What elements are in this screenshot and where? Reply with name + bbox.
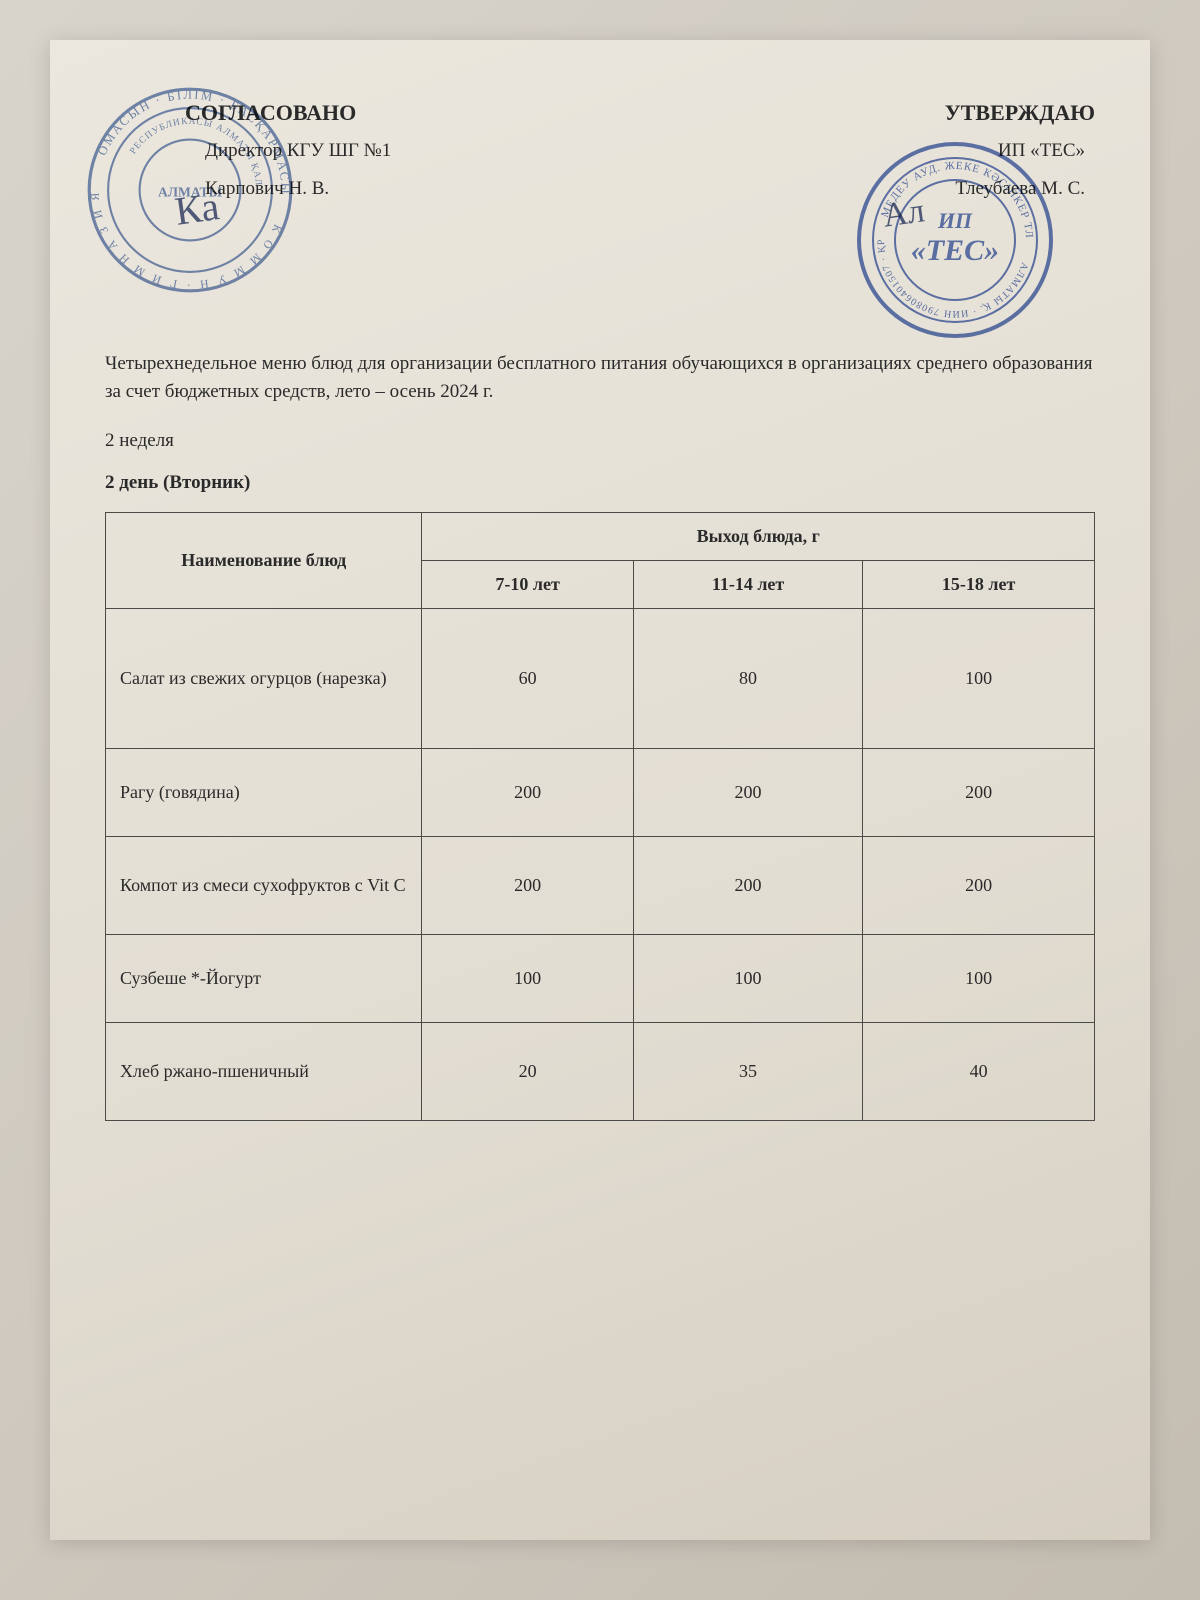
- th-age-2: 15-18 лет: [863, 561, 1095, 609]
- portion-value: 60: [422, 609, 633, 749]
- signature-left: Ка: [172, 182, 222, 235]
- portion-value: 200: [422, 749, 633, 837]
- intro-paragraph: Четырехнедельное меню блюд для организац…: [105, 350, 1095, 405]
- portion-value: 200: [633, 837, 862, 935]
- stamp-right-icon: МЕДЕУ АУД. ЖЕКЕ КӘСІПКЕР ТЛЕУБАЕВА АЛМАТ…: [855, 140, 1055, 340]
- table-row: Рагу (говядина)200200200: [106, 749, 1095, 837]
- approval-right-block: МЕДЕУ АУД. ЖЕКЕ КӘСІПКЕР ТЛЕУБАЕВА АЛМАТ…: [650, 100, 1096, 320]
- portion-value: 100: [863, 935, 1095, 1023]
- portion-value: 200: [633, 749, 862, 837]
- dish-name: Компот из смеси сухофруктов с Vit С: [106, 837, 422, 935]
- portion-value: 200: [863, 749, 1095, 837]
- week-label: 2 неделя: [105, 430, 1095, 452]
- portion-value: 40: [863, 1023, 1095, 1121]
- portion-value: 35: [633, 1023, 862, 1121]
- dish-name: Салат из свежих огурцов (нарезка): [106, 609, 422, 749]
- stamp-right-line2: «ТЕС»: [911, 234, 999, 267]
- th-name: Наименование блюд: [106, 513, 422, 609]
- portion-value: 80: [633, 609, 862, 749]
- portion-value: 200: [422, 837, 633, 935]
- approval-header: ОМАСЫН · БІЛІМ · БАСҚАРМАСЫ К О М М У Н …: [105, 100, 1095, 320]
- table-row: Сузбеше *-Йогурт100100100: [106, 935, 1095, 1023]
- th-age-1: 11-14 лет: [633, 561, 862, 609]
- dish-name: Сузбеше *-Йогурт: [106, 935, 422, 1023]
- portion-value: 20: [422, 1023, 633, 1121]
- portion-value: 100: [422, 935, 633, 1023]
- stamp-right-line1: ИП: [937, 208, 973, 233]
- approval-right-title: УТВЕРЖДАЮ: [650, 100, 1096, 126]
- dish-name: Хлеб ржано-пшеничный: [106, 1023, 422, 1121]
- day-label: 2 день (Вторник): [105, 472, 1095, 494]
- approval-left-block: ОМАСЫН · БІЛІМ · БАСҚАРМАСЫ К О М М У Н …: [105, 100, 551, 320]
- th-portion: Выход блюда, г: [422, 513, 1095, 561]
- document-page: ОМАСЫН · БІЛІМ · БАСҚАРМАСЫ К О М М У Н …: [50, 40, 1150, 1540]
- menu-table: Наименование блюд Выход блюда, г 7-10 ле…: [105, 512, 1095, 1121]
- portion-value: 100: [863, 609, 1095, 749]
- table-row: Хлеб ржано-пшеничный203540: [106, 1023, 1095, 1121]
- th-age-0: 7-10 лет: [422, 561, 633, 609]
- table-row: Компот из смеси сухофруктов с Vit С20020…: [106, 837, 1095, 935]
- table-row: Салат из свежих огурцов (нарезка)6080100: [106, 609, 1095, 749]
- dish-name: Рагу (говядина): [106, 749, 422, 837]
- portion-value: 200: [863, 837, 1095, 935]
- portion-value: 100: [633, 935, 862, 1023]
- signature-right: Ал: [881, 192, 927, 235]
